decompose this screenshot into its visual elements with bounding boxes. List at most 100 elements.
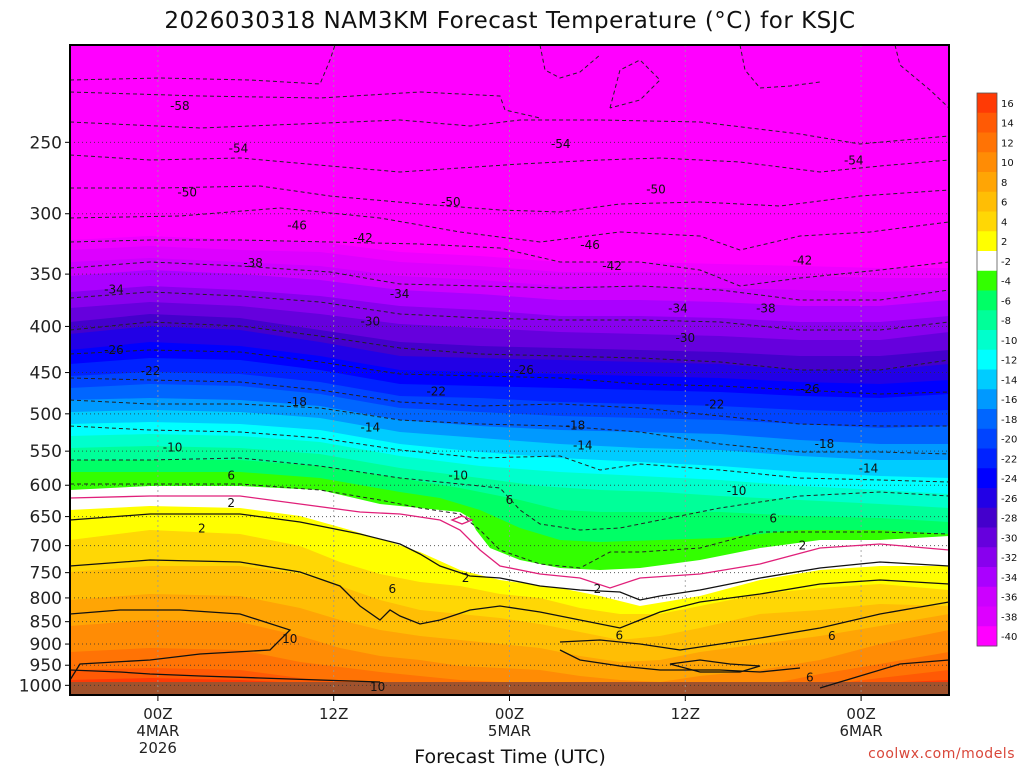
- contour-label: -26: [104, 343, 124, 357]
- contour-zero-upper: [70, 495, 949, 589]
- contour-label: -38: [756, 301, 776, 315]
- colorbar-swatch: [977, 330, 997, 351]
- contour-label: -46: [287, 218, 307, 232]
- colorbar-label: 16: [1001, 99, 1014, 110]
- contour-minus-26: [70, 321, 949, 371]
- colorbar-swatch: [977, 488, 997, 509]
- x-tick-label: 12Z: [671, 705, 700, 723]
- contour-minus-58e: [894, 45, 949, 109]
- contour-label: 2: [799, 539, 807, 553]
- colorbar-label: -12: [1001, 356, 1017, 367]
- contour-label: 6: [506, 493, 514, 507]
- colorbar-swatch: [977, 172, 997, 193]
- colorbar-label: 12: [1001, 138, 1014, 149]
- contour-label: -54: [229, 142, 249, 156]
- colorbar-swatch: [977, 112, 997, 133]
- colorbar-swatch: [977, 270, 997, 291]
- contour-label: -26: [800, 382, 820, 396]
- contour-minus-58f: [70, 91, 541, 119]
- y-tick-label: 250: [30, 133, 62, 153]
- contour-minus-2: [70, 483, 949, 569]
- contour-label: -54: [551, 137, 571, 151]
- y-tick-label: 750: [30, 564, 62, 584]
- y-tick-label: 1000: [19, 676, 62, 696]
- contours-freezing: [70, 495, 949, 589]
- contour-label: 6: [388, 582, 396, 596]
- colorbar-swatch: [977, 310, 997, 331]
- colorbar-label: -36: [1001, 593, 1017, 604]
- colorbar-label: 14: [1001, 119, 1014, 130]
- colorbar-label: 10: [1001, 158, 1014, 169]
- colorbar-swatch: [977, 369, 997, 390]
- contour-label: 6: [227, 468, 235, 482]
- colorbar-swatch: [977, 448, 997, 469]
- contour-14: [819, 659, 949, 689]
- contours-above-freezing: [70, 513, 949, 689]
- colorbar-swatch: [977, 606, 997, 627]
- colorbar-swatch: [977, 547, 997, 568]
- colorbar-label: 4: [1001, 217, 1007, 228]
- contour-label: 2: [594, 582, 602, 596]
- contour-minus-30: [70, 291, 949, 331]
- x-tick-label: 00Z: [143, 705, 172, 723]
- contour-label: -34: [104, 282, 124, 296]
- contour-label: -14: [361, 421, 381, 435]
- colorbar-label: -40: [1001, 632, 1017, 643]
- contour-label: -34: [668, 301, 688, 315]
- y-tick-label: 650: [30, 508, 62, 528]
- contour-label: -22: [426, 384, 446, 398]
- colorbar-label: -22: [1001, 454, 1017, 465]
- y-tick-label: 850: [30, 613, 62, 633]
- contour-label: -14: [859, 462, 879, 476]
- contour-label: 6: [806, 670, 814, 684]
- contour-label: -30: [361, 314, 381, 328]
- chart-title: 2026030318 NAM3KM Forecast Temperature (…: [164, 8, 855, 34]
- colorbar-label: -10: [1001, 336, 1017, 347]
- colorbar-label: 2: [1001, 237, 1007, 248]
- colorbar-swatch: [977, 468, 997, 489]
- contour-10e: [669, 659, 761, 673]
- contours-subfreezing: [70, 45, 949, 569]
- contour-label: 6: [828, 629, 836, 643]
- contour-10c: [70, 669, 381, 683]
- colorbar-label: -20: [1001, 435, 1017, 446]
- colorbar-swatch: [977, 586, 997, 607]
- colorbar-label: -4: [1001, 277, 1011, 288]
- contour-10d: [559, 649, 801, 673]
- contour-minus-14: [70, 399, 949, 455]
- contour-minus-10: [70, 425, 949, 483]
- contour-minus-38: [70, 239, 949, 287]
- colorbar-label: -6: [1001, 296, 1011, 307]
- y-tick-label: 550: [30, 442, 62, 462]
- contour-minus-58d: [739, 45, 821, 89]
- y-axis: 2503003504004505005506006507007508008509…: [19, 133, 70, 696]
- y-tick-label: 450: [30, 364, 62, 384]
- colorbar-label: -26: [1001, 494, 1017, 505]
- contour-minus-42: [70, 207, 949, 251]
- contour-minus-50: [70, 154, 949, 173]
- contour-label: -18: [815, 437, 835, 451]
- colorbar-swatch: [977, 389, 997, 410]
- below-ground-surface: [70, 682, 949, 695]
- contour-label: -42: [353, 231, 373, 245]
- colorbar-label: -14: [1001, 375, 1017, 386]
- contour-minus-54: [70, 119, 949, 145]
- x-tick-label: 4MAR: [136, 722, 179, 740]
- colorbar-swatch: [977, 626, 997, 647]
- contour-zero-pocket: [450, 515, 474, 525]
- x-tick-label: 5MAR: [488, 722, 531, 740]
- y-tick-label: 700: [30, 537, 62, 557]
- colorbar-label: -34: [1001, 573, 1017, 584]
- colorbar-label: -38: [1001, 612, 1017, 623]
- contour-minus-34: [70, 261, 949, 301]
- colorbar-swatch: [977, 191, 997, 212]
- contour-lines: [70, 45, 949, 689]
- colorbar-label: -8: [1001, 316, 1011, 327]
- contour-label: 2: [198, 521, 206, 535]
- contour-minus-58b: [539, 45, 601, 79]
- x-tick-label: 00Z: [846, 705, 875, 723]
- contour-minus-18: [70, 377, 949, 427]
- contour-label: -38: [243, 256, 263, 270]
- colorbar-frame: [976, 92, 998, 647]
